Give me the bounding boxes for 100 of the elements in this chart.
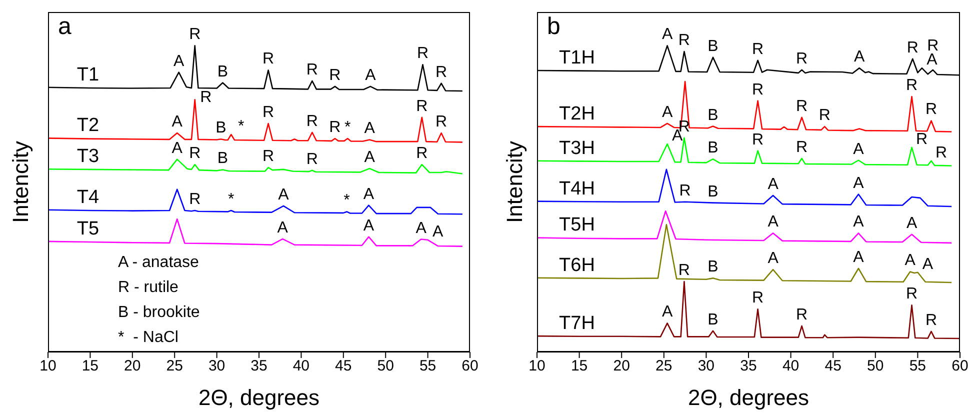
annotation: R	[306, 112, 318, 130]
annotation: A	[432, 223, 444, 240]
annotation: R	[262, 104, 274, 121]
annotation: A	[768, 214, 779, 231]
series-label: T3H	[559, 138, 595, 159]
annotation: A	[416, 220, 427, 237]
x-tick-label: 20	[613, 358, 630, 375]
series-label: T5	[76, 218, 100, 240]
annotation: R	[752, 40, 764, 58]
series-label: T2H	[559, 104, 595, 125]
annotation: A	[768, 176, 779, 193]
annotation: A	[853, 140, 864, 158]
x-tick-label: 35	[250, 358, 268, 375]
annotation: R	[262, 148, 274, 166]
annotation: R	[752, 131, 764, 148]
annotation: A	[853, 248, 864, 266]
annotation: B	[708, 38, 718, 55]
annotation: A	[926, 52, 938, 69]
annotation: R	[189, 145, 201, 162]
y-axis-title: Intencity	[7, 140, 34, 225]
x-axis-title: 2Θ, degrees	[688, 385, 810, 410]
x-tick-label: 55	[419, 358, 436, 375]
chart-title: b	[547, 13, 560, 40]
annotation: R	[906, 77, 918, 94]
x-axis-title: 2Θ, degrees	[198, 385, 320, 410]
annotation: A	[363, 186, 374, 203]
annotation: R	[906, 39, 918, 56]
annotation: R	[752, 290, 764, 307]
annotation: R	[189, 26, 201, 44]
annotation: R	[436, 113, 448, 130]
x-tick-label: 10	[528, 358, 546, 375]
annotation: R - rutile	[118, 278, 180, 298]
annotation: A	[662, 304, 673, 321]
x-tick-label: 25	[656, 358, 672, 375]
annotation: A	[364, 120, 376, 138]
x-tick-label: 20	[124, 358, 141, 375]
annotation: R	[436, 64, 448, 81]
chart-title: a	[58, 13, 72, 40]
annotation: R	[796, 50, 808, 68]
annotation: A	[172, 140, 183, 157]
annotation: R	[189, 190, 201, 208]
x-tick-label: 50	[867, 358, 884, 375]
annotation: R	[925, 312, 938, 329]
x-tick-label: 55	[909, 358, 926, 375]
y-axis-title: Intencity	[501, 140, 528, 225]
annotation: R	[935, 144, 948, 162]
x-tick-label: 60	[952, 358, 968, 375]
annotation: A - anatase	[118, 253, 200, 273]
annotation: R	[200, 89, 212, 106]
annotation: A	[364, 149, 376, 166]
annotation: A	[363, 217, 374, 234]
annotation: B	[708, 106, 718, 124]
annotation: A	[278, 186, 290, 204]
annotation: * - NaCl	[118, 328, 180, 348]
annotation: R	[796, 306, 808, 324]
annotation: A	[173, 52, 184, 70]
annotation: A	[853, 174, 864, 192]
x-tick-label: 15	[570, 358, 588, 375]
annotation: R	[329, 119, 341, 136]
annotation: A	[365, 66, 376, 84]
annotation: A	[922, 256, 934, 273]
annotation: B	[708, 183, 718, 200]
annotation: R	[416, 45, 429, 62]
annotation: B	[217, 63, 228, 80]
x-tick-label: 15	[82, 358, 99, 375]
series-label: T1H	[559, 48, 595, 69]
x-tick-label: 50	[377, 358, 394, 375]
x-tick-label: 60	[462, 358, 478, 375]
series-label: T7H	[559, 313, 595, 334]
annotation: R	[678, 32, 690, 50]
annotation: *	[228, 190, 234, 208]
annotation: R	[927, 37, 939, 54]
annotation: A	[277, 219, 288, 236]
annotation: R	[796, 98, 808, 115]
series-label: T4	[76, 186, 100, 208]
annotation: *	[344, 119, 351, 136]
annotation: R	[329, 66, 341, 84]
annotation: *	[238, 118, 244, 136]
annotation: R	[752, 81, 764, 98]
annotation: R	[925, 101, 938, 118]
series-label: T1	[76, 64, 100, 86]
x-tick-label: 30	[208, 358, 226, 375]
annotation: B - brookite	[118, 303, 200, 323]
annotation: R	[262, 50, 274, 68]
annotation: B	[708, 140, 718, 157]
x-tick-label: 30	[698, 358, 715, 375]
annotation: R	[416, 145, 428, 162]
annotation: A	[662, 104, 673, 121]
series-label: T5H	[559, 214, 595, 236]
annotation: R	[678, 262, 690, 280]
series-label: T6H	[559, 254, 595, 276]
x-tick-label: 45	[824, 358, 842, 375]
annotation: R	[916, 130, 928, 148]
series-label: T2	[76, 115, 100, 136]
annotation: R	[679, 182, 691, 200]
annotation: A	[904, 252, 916, 270]
annotation: R	[796, 138, 808, 156]
annotation: *	[344, 192, 350, 210]
annotation: A	[768, 250, 779, 268]
x-tick-label: 45	[335, 358, 352, 375]
